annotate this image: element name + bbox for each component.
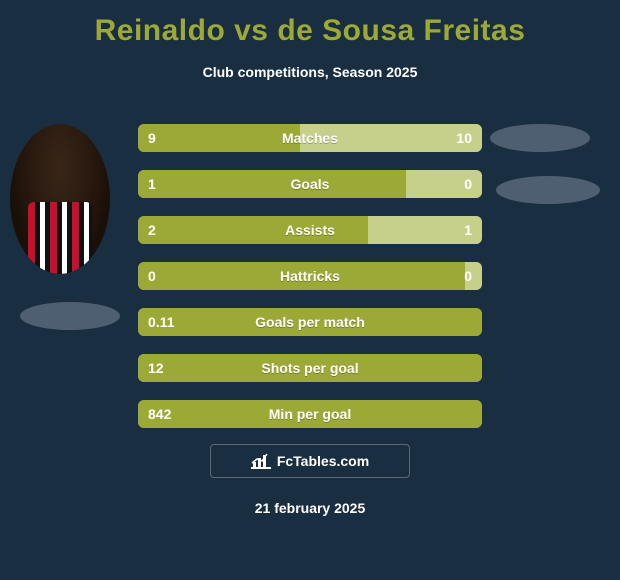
bar-label: Matches — [138, 124, 482, 152]
player-left-avatar — [10, 124, 110, 274]
branding-box: FcTables.com — [210, 444, 410, 478]
bar-label: Min per goal — [138, 400, 482, 428]
bar-value-left: 0 — [148, 262, 156, 290]
branding-label: FcTables.com — [277, 453, 369, 469]
bar-row: Shots per goal12 — [138, 354, 482, 382]
bar-row: Goals per match0.11 — [138, 308, 482, 336]
comparison-bars: Matches910Goals10Assists21Hattricks00Goa… — [138, 124, 482, 446]
bar-value-left: 9 — [148, 124, 156, 152]
bar-value-left: 2 — [148, 216, 156, 244]
player-right-shadow-2 — [496, 176, 600, 204]
bar-label: Assists — [138, 216, 482, 244]
bar-value-left: 12 — [148, 354, 164, 382]
bar-label: Shots per goal — [138, 354, 482, 382]
bar-value-right: 0 — [464, 262, 472, 290]
bar-value-right: 10 — [456, 124, 472, 152]
bar-value-left: 842 — [148, 400, 171, 428]
page-subtitle: Club competitions, Season 2025 — [0, 64, 620, 80]
bar-value-right: 1 — [464, 216, 472, 244]
bar-label: Goals per match — [138, 308, 482, 336]
bar-row: Matches9 10 — [138, 124, 482, 152]
bar-row: Hattricks0 0 — [138, 262, 482, 290]
bar-label: Goals — [138, 170, 482, 198]
page-date: 21 february 2025 — [0, 500, 620, 516]
bar-value-right: 0 — [464, 170, 472, 198]
bar-row: Min per goal842 — [138, 400, 482, 428]
player-right-shadow-1 — [490, 124, 590, 152]
chart-icon — [251, 453, 271, 469]
bar-row: Goals1 0 — [138, 170, 482, 198]
page-title: Reinaldo vs de Sousa Freitas — [0, 0, 620, 48]
player-left-shadow — [20, 302, 120, 330]
bar-label: Hattricks — [138, 262, 482, 290]
bar-value-left: 0.11 — [148, 308, 174, 336]
bar-value-left: 1 — [148, 170, 156, 198]
bar-row: Assists2 1 — [138, 216, 482, 244]
